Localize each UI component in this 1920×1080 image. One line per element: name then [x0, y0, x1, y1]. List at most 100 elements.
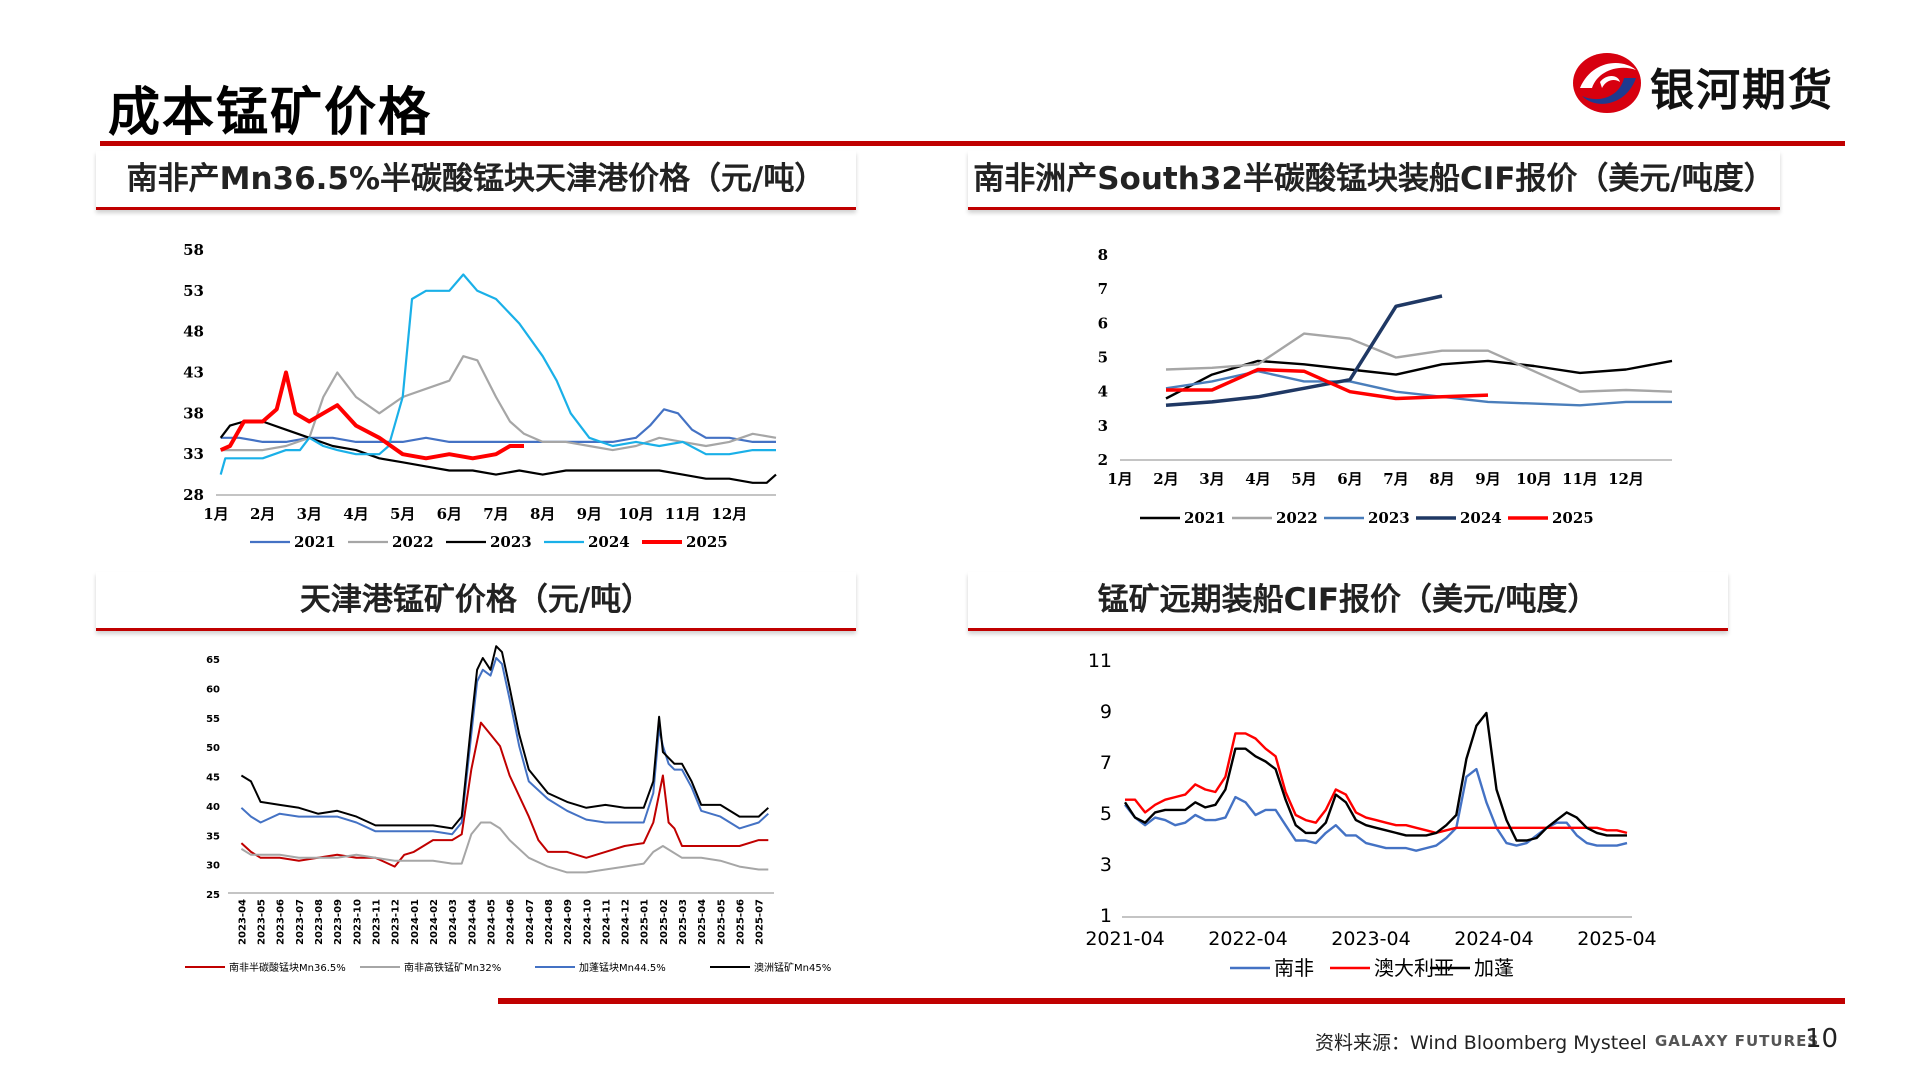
x-tick-label: 2024-10: [582, 899, 593, 945]
y-tick-label: 6: [1098, 314, 1108, 332]
y-tick-label: 25: [206, 890, 220, 901]
legend-label-4: 2024: [588, 533, 630, 551]
y-tick-label: 48: [183, 323, 204, 341]
x-tick-label: 2024-07: [525, 899, 536, 945]
x-tick-label: 2024-08: [544, 899, 555, 945]
x-tick-label: 9月: [577, 505, 602, 523]
y-tick-label: 58: [183, 241, 204, 259]
x-tick-label: 2023-12: [391, 899, 402, 945]
x-tick-label: 7月: [1383, 470, 1408, 488]
chart-forward-cif: 1 3 5 7 9 11 2021-04 2022-04 2023-04 2024-04 2025-…: [1085, 650, 1656, 980]
x-tick-label: 2025-02: [659, 899, 670, 945]
x-tick-label: 2023-07: [295, 899, 306, 945]
x-tick-label: 11月: [1562, 470, 1598, 488]
series-line-4: [240, 645, 769, 830]
y-tick-label: 35: [206, 831, 220, 842]
y-tick-label: 3: [1098, 417, 1108, 435]
series-line-2: [240, 821, 769, 874]
legend-label-3: 加蓬: [1474, 956, 1514, 980]
series-line-1: [220, 408, 776, 443]
y-tick-label: 9: [1100, 701, 1112, 723]
x-tick-label: 3月: [1199, 470, 1224, 488]
x-tick-label: 2024-09: [563, 899, 574, 945]
source-note: 资料来源：Wind Bloomberg Mysteel: [1315, 1032, 1647, 1054]
panel-3-title: 天津港锰矿价格（元/吨）: [96, 572, 856, 631]
x-tick-label: 11月: [665, 505, 701, 523]
y-tick-label: 38: [183, 404, 204, 422]
x-tick-label: 2021-04: [1085, 928, 1164, 950]
x-tick-label: 1月: [1107, 470, 1132, 488]
y-tick-label: 50: [206, 743, 220, 754]
y-tick-label: 5: [1100, 803, 1112, 825]
chart-tianjin-ores: 25 30 35 40 45 50 55 60 65 2023-04 2023-05 2023-06 2…: [185, 645, 831, 974]
x-tick-label: 2025-04: [1577, 928, 1656, 950]
x-tick-label: 2023-05: [257, 899, 268, 945]
y-tick-label: 55: [206, 714, 220, 725]
y-tick-label: 7: [1098, 280, 1108, 298]
y-tick-label: 7: [1100, 752, 1112, 774]
y-tick-label: 11: [1088, 650, 1112, 672]
page-number: 10: [1805, 1024, 1839, 1054]
x-tick-label: 2024-04: [467, 899, 478, 945]
x-tick-label: 2023-06: [276, 899, 287, 945]
x-tick-label: 2024-01: [410, 899, 421, 945]
x-tick-label: 2025-07: [755, 899, 766, 945]
x-tick-label: 2023-08: [314, 899, 325, 945]
x-tick-label: 8月: [530, 505, 555, 523]
legend-label-1: 南非半碳酸锰块Mn36.5%: [229, 961, 346, 974]
legend-label-3: 加蓬锰块Mn44.5%: [579, 961, 666, 974]
logo: 银河期货: [1570, 48, 1850, 118]
legend-label-4: 2024: [1460, 509, 1502, 527]
panel-1-title: 南非产Mn36.5%半碳酸锰块天津港价格（元/吨）: [96, 151, 856, 210]
y-tick-label: 40: [206, 802, 220, 813]
x-tick-label: 12月: [1608, 470, 1644, 488]
x-tick-label: 2025-04: [697, 899, 708, 945]
x-tick-label: 1月: [203, 505, 228, 523]
x-tick-label: 5月: [390, 505, 415, 523]
x-tick-label: 2024-03: [448, 899, 459, 945]
brand-name: GALAXY FUTURES: [1655, 1032, 1820, 1050]
x-tick-label: 2024-02: [429, 899, 440, 945]
series-line-2: [1125, 732, 1628, 835]
x-tick-label: 3月: [297, 505, 322, 523]
y-tick-label: 43: [183, 364, 204, 382]
galaxy-logo-icon: [1573, 53, 1641, 113]
x-tick-label: 7月: [483, 505, 508, 523]
legend-label-1: 南非: [1274, 956, 1314, 980]
x-tick-label: 2023-11: [372, 899, 383, 945]
panel-4-title: 锰矿远期装船CIF报价（美元/吨度）: [968, 572, 1728, 631]
logo-text: 银河期货: [1650, 65, 1834, 116]
y-tick-label: 4: [1098, 383, 1108, 401]
chart-south32-cif: 2 3 4 5 6 7 8 1月 2月 3月 4月 5月 6月 7月 8月 9月 10月 11月 12月 2021 20…: [1098, 246, 1673, 527]
series-line-5: [219, 370, 524, 461]
x-tick-label: 2024-04: [1454, 928, 1533, 950]
x-tick-label: 2025-06: [736, 899, 747, 945]
series-line-4: [1165, 294, 1443, 408]
legend-label-5: 2025: [686, 533, 728, 551]
x-tick-label: 2022-04: [1208, 928, 1287, 950]
x-tick-label: 8月: [1429, 470, 1454, 488]
x-tick-label: 4月: [343, 505, 368, 523]
x-tick-label: 6月: [1337, 470, 1362, 488]
x-tick-label: 2024-06: [506, 899, 517, 945]
x-tick-label: 2月: [1153, 470, 1178, 488]
series-line-3: [1123, 711, 1627, 842]
legend-label-5: 2025: [1552, 509, 1594, 527]
x-tick-label: 2月: [250, 505, 275, 523]
series-line-1: [240, 721, 769, 868]
legend-label-3: 2023: [1368, 509, 1410, 527]
x-tick-label: 9月: [1475, 470, 1500, 488]
y-tick-label: 65: [206, 655, 220, 666]
y-tick-label: 28: [183, 486, 204, 504]
y-tick-label: 1: [1100, 905, 1112, 927]
series-line-5: [1166, 367, 1489, 401]
x-tick-label: 10月: [1516, 470, 1552, 488]
legend-label-2: 2022: [1276, 509, 1318, 527]
y-tick-label: 2: [1098, 451, 1108, 469]
series-line-2: [1165, 332, 1673, 393]
y-tick-label: 5: [1098, 349, 1108, 367]
x-tick-label: 2025-03: [678, 899, 689, 945]
x-tick-label: 5月: [1291, 470, 1316, 488]
x-tick-label: 2023-09: [333, 899, 344, 945]
x-tick-label: 4月: [1245, 470, 1270, 488]
